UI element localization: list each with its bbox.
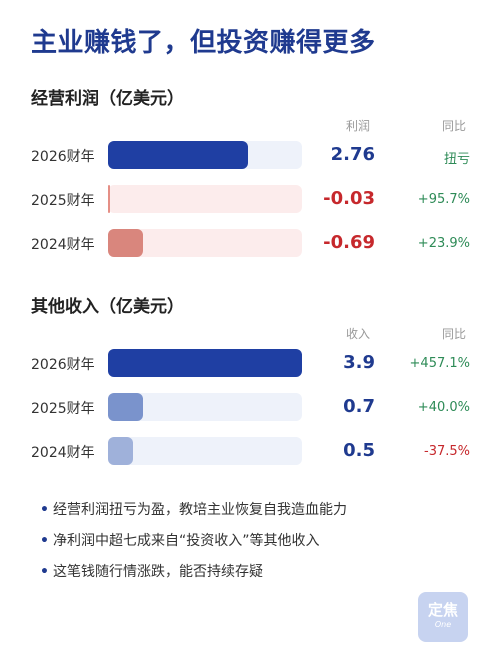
notes-list: • 经营利润扭亏为盈，教培主业恢复自我造血能力 • 净利润中超七成来自“投资收入”等… [40, 498, 347, 591]
data-label: 3.9 [343, 352, 375, 373]
bar [108, 437, 133, 465]
data-label: -0.69 [323, 232, 375, 253]
bar [108, 185, 110, 213]
other-income-title: 其他收入（亿美元） [31, 297, 184, 317]
bar-track [108, 437, 302, 465]
note-item: • 这笔钱随行情涨跌，能否持续存疑 [40, 560, 347, 591]
note-text: 经营利润扭亏为盈，教培主业恢复自我造血能力 [52, 502, 347, 518]
note-item: • 经营利润扭亏为盈，教培主业恢复自我造血能力 [40, 498, 347, 529]
data-label: 0.5 [343, 440, 375, 461]
bullet-dot-icon: • [40, 564, 49, 580]
bullet-dot-icon: • [40, 502, 49, 518]
bar-track [108, 393, 302, 421]
data-label: 0.7 [343, 396, 375, 417]
note-text: 这笔钱随行情涨跌，能否持续存疑 [52, 564, 263, 580]
category-label: 2024财年 [31, 445, 95, 461]
bar-track [108, 349, 302, 377]
data-label: -0.03 [323, 188, 375, 209]
yoy-change-label: +457.1% [409, 356, 470, 371]
yoy-column-header: 同比 [441, 327, 466, 341]
yoy-change-label: +95.7% [417, 192, 470, 207]
profit-column-header: 利润 [345, 119, 370, 133]
yoy-column-header: 同比 [441, 119, 466, 133]
note-text: 净利润中超七成来自“投资收入”等其他收入 [52, 533, 320, 549]
bar [108, 349, 302, 377]
yoy-change-label: +23.9% [417, 236, 470, 251]
income-column-header: 收入 [345, 327, 370, 341]
bar [108, 141, 248, 169]
category-label: 2025财年 [31, 401, 95, 417]
brand-logo: 定焦 One [418, 592, 468, 642]
category-label: 2026财年 [31, 357, 95, 373]
page-title: 主业赚钱了，但投资赚得更多 [31, 28, 376, 58]
logo-text: 定焦 [427, 601, 458, 619]
bar [108, 229, 143, 257]
note-item: • 净利润中超七成来自“投资收入”等其他收入 [40, 529, 347, 560]
bar-track [108, 185, 302, 213]
logo-subtext: One [434, 620, 452, 629]
yoy-change-label: -37.5% [424, 444, 470, 459]
bar [108, 393, 143, 421]
operating-profit-title: 经营利润（亿美元） [31, 89, 184, 109]
category-label: 2024财年 [31, 237, 95, 253]
bar-track [108, 141, 302, 169]
bullet-dot-icon: • [40, 533, 49, 549]
category-label: 2026财年 [31, 149, 95, 165]
data-label: 2.76 [330, 144, 375, 165]
category-label: 2025财年 [31, 193, 95, 209]
yoy-change-label: +40.0% [417, 400, 470, 415]
yoy-change-label: 扭亏 [443, 152, 470, 167]
bar-track [108, 229, 302, 257]
